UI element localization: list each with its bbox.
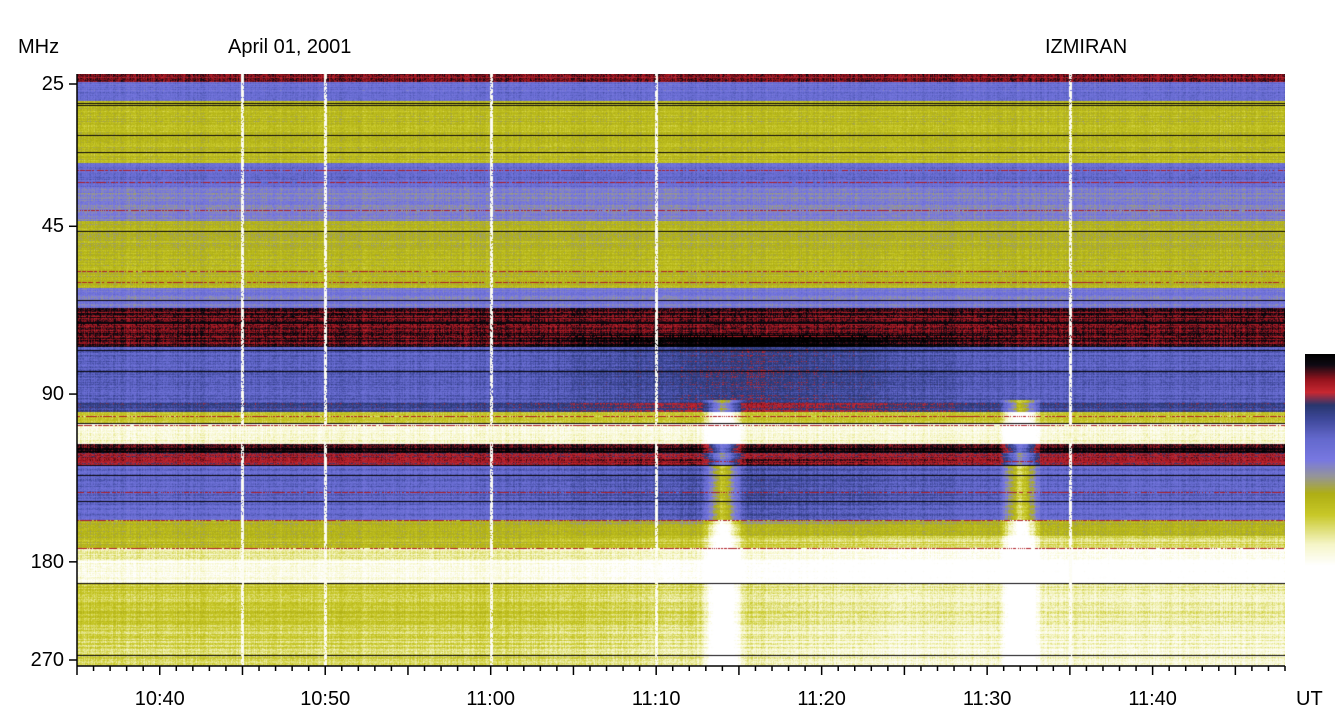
- y-tick-label: 90: [41, 383, 64, 406]
- x-tick-label: 11:00: [466, 688, 515, 710]
- x-tick-label: 10:40: [134, 688, 185, 710]
- y-tick-label: 45: [41, 215, 64, 238]
- x-tick-label: 11:40: [1128, 688, 1177, 710]
- y-tick-label: 180: [30, 550, 64, 573]
- x-axis-unit-label: UT: [1296, 688, 1323, 710]
- y-tick-label: 270: [30, 649, 64, 671]
- x-tick-label: 10:50: [300, 688, 351, 710]
- x-tick-label: 11:10: [631, 688, 681, 710]
- y-tick-label: 25: [41, 73, 64, 95]
- x-tick-label: 11:30: [962, 688, 1012, 710]
- date-title: April 01, 2001: [228, 36, 352, 58]
- colorbar: [1305, 354, 1335, 566]
- spectrogram-heatmap: [77, 74, 1285, 666]
- x-tick-label: 11:20: [797, 688, 846, 710]
- unit-label: MHz: [18, 36, 60, 58]
- observatory-label: IZMIRAN: [1045, 36, 1128, 58]
